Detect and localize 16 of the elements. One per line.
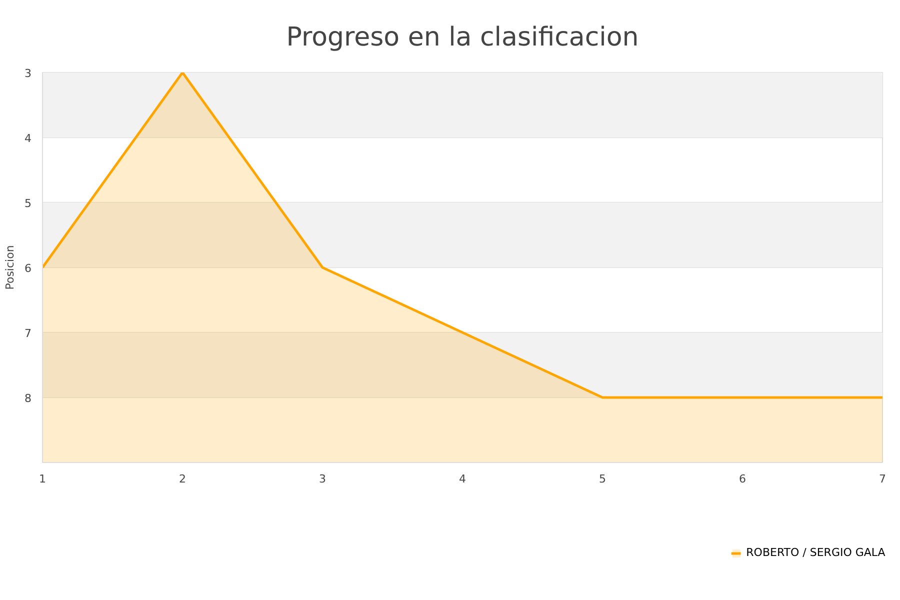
y-tick-label: 4 <box>24 132 32 145</box>
y-tick-label: 5 <box>24 197 32 210</box>
x-tick-label: 2 <box>179 472 186 486</box>
x-tick-label: 5 <box>599 472 606 486</box>
x-tick-label: 3 <box>319 472 326 486</box>
y-tick-label: 6 <box>24 262 32 275</box>
legend-label: ROBERTO / SERGIO GALA <box>746 546 886 559</box>
y-axis-title: Posicion <box>4 245 16 290</box>
y-tick-label: 7 <box>24 327 32 340</box>
x-tick-label: 6 <box>739 472 746 486</box>
y-tick-label: 8 <box>24 392 32 405</box>
x-tick-label: 7 <box>879 472 886 486</box>
x-tick-label: 4 <box>459 472 466 486</box>
x-tick-label: 1 <box>39 472 46 486</box>
y-tick-label: 3 <box>24 67 32 80</box>
chart-title: Progreso en la clasificacion <box>286 22 639 52</box>
